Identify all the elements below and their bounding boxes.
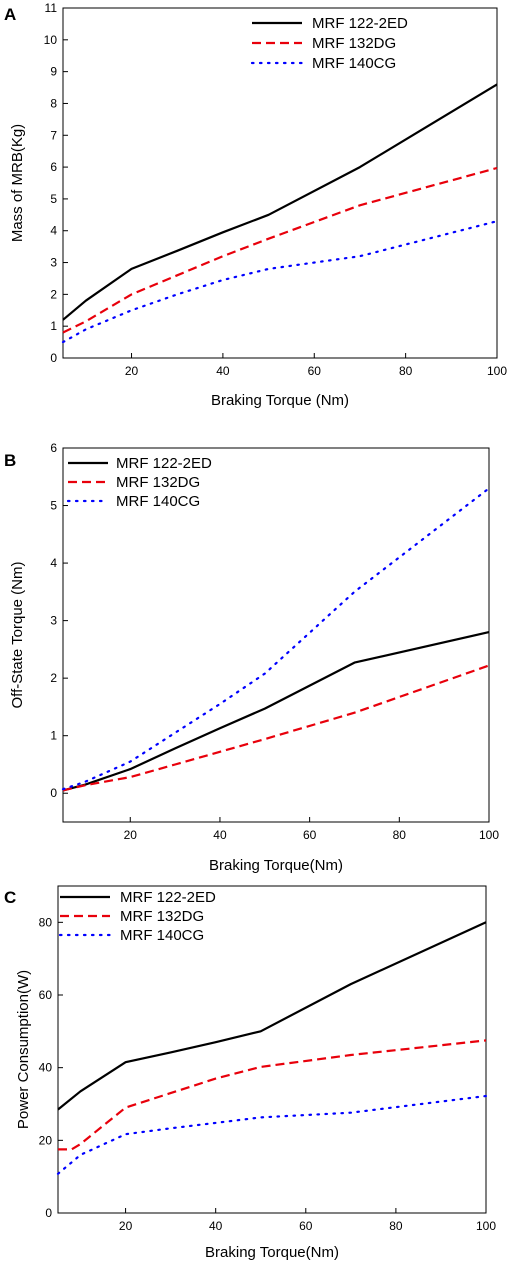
y-tick-label: 3	[50, 614, 57, 628]
chart-panel-b: 20 40 60 80 100 0 1 2 3 4 5 6 Braking Torque(Nm) Off-…	[4, 441, 499, 874]
y-tick-label: 4	[50, 556, 57, 570]
legend-label: MRF 132DG	[120, 908, 204, 925]
legend: MRF 122-2ED MRF 132DG MRF 140CG	[58, 889, 216, 944]
legend-label: MRF 132DG	[116, 474, 200, 491]
y-tick-label: 6	[50, 160, 57, 174]
x-tick-label: 100	[487, 364, 507, 378]
y-axis-label: Power Consumption(W)	[15, 970, 32, 1129]
legend-label: MRF 122-2ED	[120, 889, 216, 906]
legend-label: MRF 140CG	[116, 493, 200, 510]
y-tick-label: 5	[50, 499, 57, 513]
x-axis-label: Braking Torque (Nm)	[211, 392, 349, 409]
y-tick-label: 1	[50, 729, 57, 743]
y-tick-label: 0	[50, 786, 57, 800]
x-tick-label: 40	[213, 828, 227, 842]
x-tick-label: 60	[299, 1219, 313, 1233]
y-tick-label: 9	[50, 65, 57, 79]
legend: MRF 122-2ED MRF 132DG MRF 140CG	[66, 455, 212, 510]
y-tick-label: 0	[45, 1206, 52, 1220]
legend-label: MRF 132DG	[312, 35, 396, 52]
legend-label: MRF 140CG	[312, 55, 396, 72]
series-line-3	[61, 220, 499, 344]
y-tick-label: 20	[39, 1133, 53, 1147]
y-tick-label: 7	[50, 128, 57, 142]
legend-label: MRF 122-2ED	[116, 455, 212, 472]
series-line-2	[58, 1039, 487, 1151]
x-tick-label: 100	[479, 828, 499, 842]
series-line-3	[56, 1094, 488, 1175]
y-tick-label: 6	[50, 441, 57, 455]
y-tick-label: 40	[39, 1061, 53, 1075]
series-line-3	[61, 487, 491, 791]
legend-label: MRF 122-2ED	[312, 15, 408, 32]
y-tick-label: 0	[50, 351, 57, 365]
panel-letter: A	[4, 5, 16, 24]
series-line-2	[62, 664, 490, 792]
series-line-1	[62, 83, 498, 321]
series-line-2	[62, 166, 498, 334]
x-tick-label: 20	[125, 364, 139, 378]
x-axis-label: Braking Torque(Nm)	[209, 857, 343, 874]
x-tick-label: 60	[303, 828, 317, 842]
x-axis-label: Braking Torque(Nm)	[205, 1244, 339, 1261]
panel-letter: C	[4, 888, 16, 907]
x-tick-label: 40	[209, 1219, 223, 1233]
panel-letter: B	[4, 451, 16, 470]
y-tick-label: 2	[50, 287, 57, 301]
y-tick-label: 11	[45, 1, 58, 15]
series-line-1	[62, 631, 490, 792]
y-tick-label: 60	[39, 988, 53, 1002]
y-tick-label: 4	[50, 224, 57, 238]
x-tick-label: 20	[124, 828, 138, 842]
legend: MRF 122-2ED MRF 132DG MRF 140CG	[250, 15, 408, 72]
y-tick-label: 5	[50, 192, 57, 206]
y-tick-label: 3	[50, 256, 57, 270]
x-tick-label: 80	[393, 828, 407, 842]
plot-frame	[62, 7, 498, 359]
series-line-1	[57, 921, 487, 1111]
y-tick-label: 1	[50, 319, 57, 333]
x-tick-label: 80	[399, 364, 413, 378]
x-tick-label: 20	[119, 1219, 133, 1233]
y-tick-label: 8	[50, 96, 57, 110]
x-tick-label: 60	[308, 364, 322, 378]
y-axis-label: Mass of MRB(Kg)	[9, 124, 26, 242]
y-tick-label: 10	[44, 33, 58, 47]
x-tick-label: 80	[389, 1219, 403, 1233]
y-tick-label: 80	[39, 915, 53, 929]
chart-panel-c: 20 40 60 80 100 0 20 40 60 80 Braking Torque(Nm) Po…	[4, 885, 496, 1261]
y-axis-label: Off-State Torque (Nm)	[9, 561, 26, 708]
y-tick-label: 2	[50, 671, 57, 685]
x-tick-label: 40	[216, 364, 230, 378]
legend-label: MRF 140CG	[120, 927, 204, 944]
x-tick-label: 100	[476, 1219, 496, 1233]
plot-frame	[62, 447, 490, 823]
chart-panel-a: 20 40 60 80 100 0 1 2 3 4 5 6 7 8 9 10 11 Braking Torque …	[4, 1, 507, 409]
plot-frame	[57, 885, 487, 1214]
